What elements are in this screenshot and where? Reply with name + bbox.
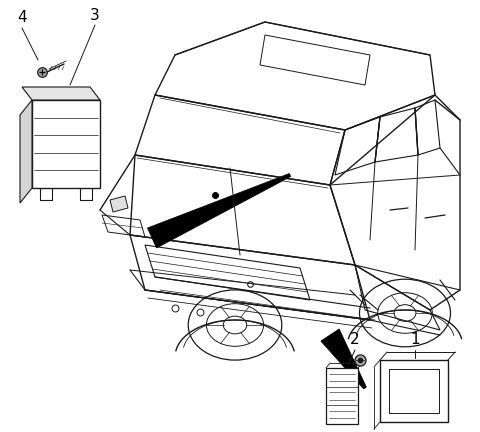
Bar [389, 369, 439, 413]
Polygon shape [110, 196, 128, 212]
Polygon shape [20, 100, 32, 203]
Text: 4: 4 [17, 10, 27, 25]
Text: 1: 1 [410, 333, 420, 347]
Bar [32, 100, 100, 188]
Polygon shape [321, 329, 366, 389]
Text: 3: 3 [90, 7, 100, 22]
Bar [326, 368, 358, 424]
Text: 2: 2 [350, 333, 360, 347]
Polygon shape [147, 174, 291, 248]
Polygon shape [22, 87, 100, 100]
FancyBboxPatch shape [380, 360, 448, 422]
